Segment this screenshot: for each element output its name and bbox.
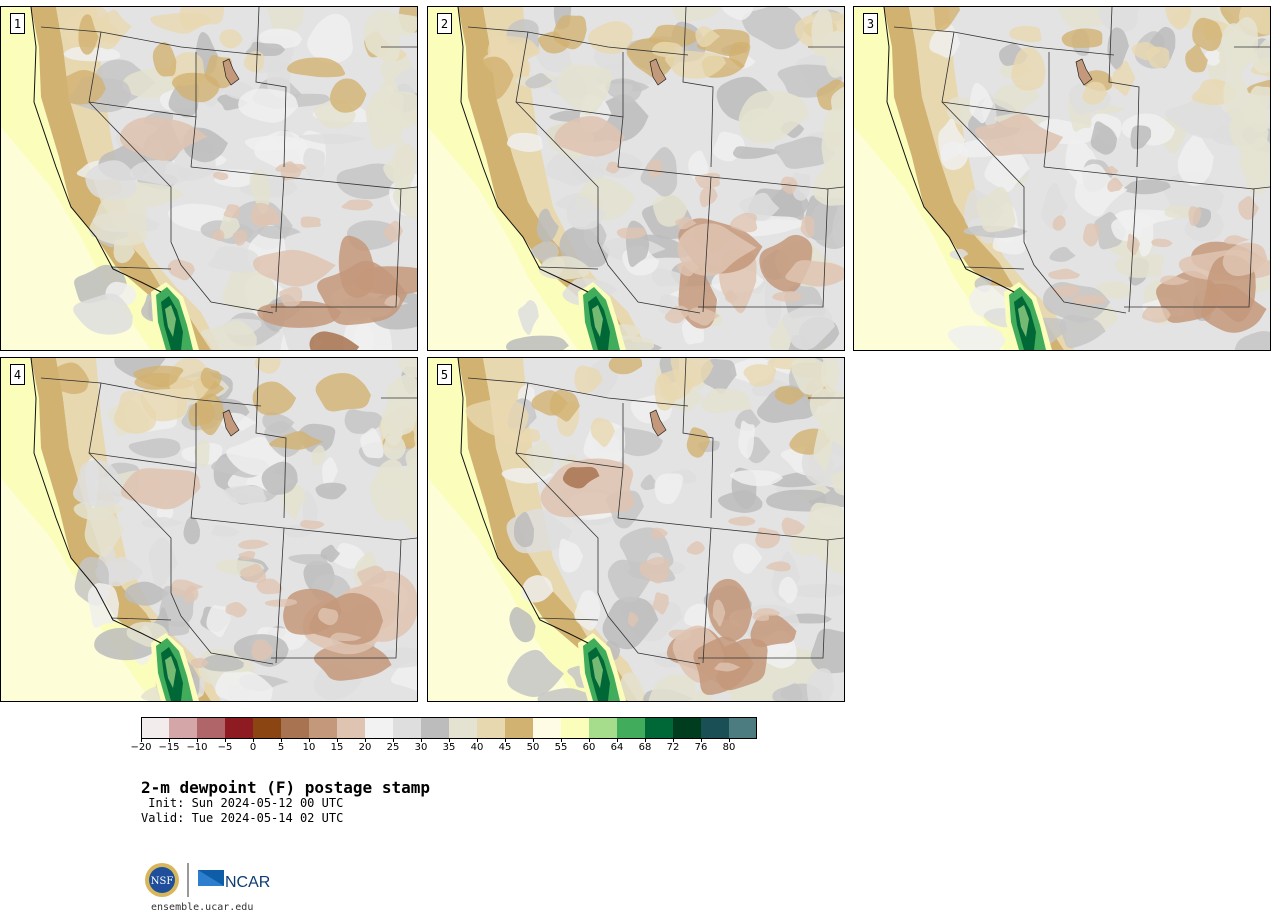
colorbar-tick-label: −15 xyxy=(158,742,180,753)
valid-time: Valid: Tue 2024-05-14 02 UTC xyxy=(141,811,344,825)
colorbar-tickmark xyxy=(365,738,366,742)
colorbar-tick-label: 60 xyxy=(582,742,596,753)
colorbar-swatch xyxy=(169,717,198,739)
colorbar-swatch xyxy=(365,717,394,739)
colorbar-swatch xyxy=(617,717,646,739)
colorbar-tickmark xyxy=(589,738,590,742)
dewpoint-map xyxy=(854,7,1270,350)
colorbar-tickmark xyxy=(729,738,730,742)
colorbar-tickmark xyxy=(505,738,506,742)
site-url: ensemble.ucar.edu xyxy=(151,902,254,913)
colorbar-swatch xyxy=(561,717,590,739)
stamp-number: 5 xyxy=(437,364,452,385)
colorbar-swatch xyxy=(533,717,562,739)
colorbar-swatch xyxy=(477,717,506,739)
colorbar-tick-label: 45 xyxy=(498,742,512,753)
stamp-panel-2: 2 xyxy=(427,6,845,351)
colorbar-tick-label: −5 xyxy=(217,742,233,753)
colorbar-swatch xyxy=(729,717,757,739)
colorbar-tickmark xyxy=(253,738,254,742)
colorbar-tickmark xyxy=(281,738,282,742)
colorbar-tick-label: 40 xyxy=(470,742,484,753)
colorbar-tickmark xyxy=(225,738,226,742)
colorbar-tickmark xyxy=(617,738,618,742)
colorbar-swatch xyxy=(421,717,450,739)
ncar-logo-text: NCAR xyxy=(225,874,270,891)
colorbar-tickmark xyxy=(393,738,394,742)
colorbar-swatch xyxy=(589,717,618,739)
colorbar-swatch xyxy=(505,717,534,739)
colorbar-tick-label: −10 xyxy=(186,742,208,753)
colorbar-tickmark xyxy=(141,738,142,742)
colorbar-tickmark xyxy=(337,738,338,742)
stamp-panel-5: 5 xyxy=(427,357,845,702)
colorbar-tick-label: 64 xyxy=(610,742,624,753)
nsf-logo-icon: NSF xyxy=(145,863,179,897)
colorbar-tickmark xyxy=(477,738,478,742)
colorbar-swatch xyxy=(645,717,674,739)
colorbar-swatch xyxy=(393,717,422,739)
colorbar-tick-label: 10 xyxy=(302,742,316,753)
stamp-number: 4 xyxy=(10,364,25,385)
colorbar-tick-label: 50 xyxy=(526,742,540,753)
colorbar-tick-label: 5 xyxy=(277,742,285,753)
colorbar-tickmark xyxy=(533,738,534,742)
stamp-number: 2 xyxy=(437,13,452,34)
colorbar-tickmark xyxy=(197,738,198,742)
dewpoint-map xyxy=(1,7,417,350)
ncar-logo-icon: NCAR xyxy=(198,870,270,891)
stamp-panel-3: 3 xyxy=(853,6,1271,351)
colorbar-tickmark xyxy=(701,738,702,742)
stamp-panel-4: 4 xyxy=(0,357,418,702)
colorbar-tick-label: 15 xyxy=(330,742,344,753)
colorbar xyxy=(141,717,757,739)
colorbar-tickmark xyxy=(421,738,422,742)
stamp-panel-1: 1 xyxy=(0,6,418,351)
dewpoint-map xyxy=(428,358,844,701)
colorbar-swatch xyxy=(141,717,170,739)
colorbar-ticks: −20 −15 −10 −5 0 5 10 15 20 25 30 35 40 45 50 55 60 64 68 7… xyxy=(130,738,757,760)
colorbar-tickmark xyxy=(673,738,674,742)
colorbar-tick-label: 55 xyxy=(554,742,568,753)
colorbar-tickmark xyxy=(309,738,310,742)
colorbar-tick-label: 80 xyxy=(722,742,736,753)
colorbar-tickmark xyxy=(645,738,646,742)
colorbar-swatch xyxy=(701,717,730,739)
colorbar-swatch xyxy=(225,717,254,739)
colorbar-swatch xyxy=(309,717,338,739)
nsf-logo-text: NSF xyxy=(151,876,174,887)
colorbar-swatch xyxy=(197,717,226,739)
colorbar-tick-label: 25 xyxy=(386,742,400,753)
init-time: Init: Sun 2024-05-12 00 UTC xyxy=(141,796,344,810)
colorbar-tick-label: 20 xyxy=(358,742,372,753)
colorbar-tick-label: 0 xyxy=(249,742,257,753)
colorbar-swatch xyxy=(449,717,478,739)
colorbar-tick-label: −20 xyxy=(130,742,152,753)
plot-title: 2-m dewpoint (F) postage stamp xyxy=(141,778,430,797)
dewpoint-map xyxy=(428,7,844,350)
colorbar-swatch xyxy=(281,717,310,739)
colorbar-tick-label: 35 xyxy=(442,742,456,753)
colorbar-tick-label: 76 xyxy=(694,742,708,753)
colorbar-swatch xyxy=(337,717,366,739)
logos: NSF NCAR xyxy=(145,863,270,897)
dewpoint-map xyxy=(1,358,417,701)
stamp-number: 1 xyxy=(10,13,25,34)
colorbar-tick-label: 30 xyxy=(414,742,428,753)
colorbar-tickmark xyxy=(449,738,450,742)
colorbar-tickmark xyxy=(169,738,170,742)
stamp-number: 3 xyxy=(863,13,878,34)
colorbar-tick-label: 72 xyxy=(666,742,680,753)
colorbar-tick-label: 68 xyxy=(638,742,652,753)
colorbar-tickmark xyxy=(561,738,562,742)
colorbar-swatch xyxy=(673,717,702,739)
colorbar-swatch xyxy=(253,717,282,739)
